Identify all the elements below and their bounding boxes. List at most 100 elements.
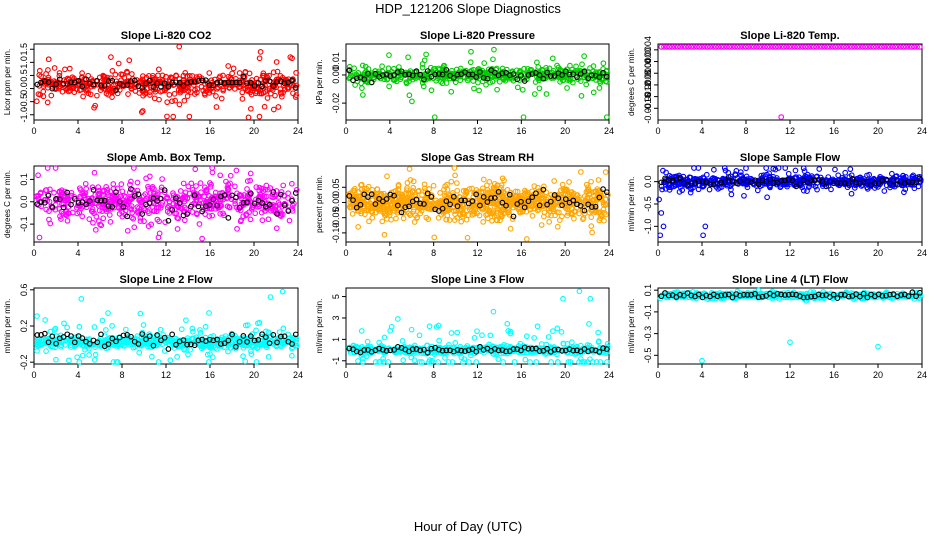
x-tick-label: 8 xyxy=(431,126,436,136)
data-point xyxy=(103,90,110,97)
data-point xyxy=(588,178,594,185)
data-point xyxy=(244,178,251,184)
y-axis-label: kPa per min. xyxy=(315,60,324,105)
data-point xyxy=(80,93,86,100)
data-point xyxy=(721,44,727,50)
data-point xyxy=(105,310,111,316)
reference-point xyxy=(41,199,48,206)
data-point xyxy=(96,187,102,194)
data-point xyxy=(867,44,874,50)
reference-point xyxy=(480,75,487,81)
y-tick-label: 0.2 xyxy=(19,320,29,333)
data-points xyxy=(346,288,611,365)
data-point xyxy=(109,94,115,100)
x-tick-label: 4 xyxy=(75,248,80,258)
reference-point xyxy=(49,85,56,92)
x-tick-label: 24 xyxy=(917,248,927,258)
data-point xyxy=(293,187,300,193)
reference-point xyxy=(387,73,394,79)
reference-point xyxy=(566,71,573,78)
data-point xyxy=(64,324,70,331)
data-point xyxy=(900,44,907,50)
data-point xyxy=(61,194,68,201)
data-point xyxy=(903,44,910,50)
reference-point xyxy=(210,82,217,89)
data-point xyxy=(396,64,402,70)
reference-point xyxy=(94,197,101,204)
reference-point xyxy=(221,80,228,86)
panel-5: Slope Gas Stream RH0 4 8 12 16 20 24-0.10-0.05… xyxy=(315,152,614,258)
outlier-point xyxy=(523,236,530,242)
x-tick-label: 20 xyxy=(249,126,259,136)
reference-point xyxy=(158,83,164,90)
x-tick-label: 16 xyxy=(829,248,839,258)
data-point xyxy=(161,189,168,196)
data-point xyxy=(76,323,83,330)
x-tick-label: 16 xyxy=(516,370,526,380)
data-point xyxy=(194,211,200,218)
data-point xyxy=(273,59,280,65)
reference-point xyxy=(394,69,401,75)
data-point xyxy=(66,65,73,72)
reference-point xyxy=(90,81,97,88)
data-point xyxy=(701,44,708,50)
data-point xyxy=(65,210,71,217)
reference-point xyxy=(71,195,78,202)
data-point xyxy=(247,189,253,196)
y-tick-label: -0.0012 xyxy=(643,81,653,112)
reference-point xyxy=(603,73,610,80)
data-point xyxy=(82,180,89,187)
data-point xyxy=(564,85,570,91)
x-tick-label: 16 xyxy=(516,248,526,258)
data-point xyxy=(209,354,216,361)
reference-point xyxy=(559,72,565,78)
reference-point xyxy=(101,197,108,204)
data-point xyxy=(486,178,493,185)
reference-point xyxy=(262,78,269,84)
data-point xyxy=(256,113,263,120)
reference-point xyxy=(38,199,44,205)
data-point xyxy=(437,189,443,196)
data-points xyxy=(33,43,300,121)
data-point xyxy=(186,113,193,120)
data-point xyxy=(551,178,558,184)
data-point xyxy=(586,321,592,327)
data-point xyxy=(566,179,572,185)
data-point xyxy=(895,44,901,50)
reference-point xyxy=(551,73,558,79)
data-point xyxy=(173,73,180,79)
panel-title: Slope Li-820 CO2 xyxy=(121,30,211,42)
reference-point xyxy=(346,67,353,74)
data-point xyxy=(35,172,41,179)
panel-title: Slope Amb. Box Temp. xyxy=(107,152,226,164)
reference-point xyxy=(83,201,89,208)
data-point xyxy=(116,210,123,217)
reference-point xyxy=(56,76,63,83)
data-point xyxy=(107,219,114,225)
data-point xyxy=(156,218,162,225)
outlier-point xyxy=(778,114,785,120)
data-point xyxy=(252,90,259,97)
data-points xyxy=(658,44,923,120)
data-point xyxy=(549,55,556,62)
data-point xyxy=(118,71,124,78)
x-tick-label: 20 xyxy=(873,126,883,136)
data-point xyxy=(117,193,124,200)
data-point xyxy=(772,44,779,50)
reference-point xyxy=(574,74,580,80)
data-point xyxy=(128,178,134,185)
data-point xyxy=(52,165,59,171)
data-point xyxy=(552,70,558,77)
data-point xyxy=(242,68,249,75)
data-point xyxy=(102,327,109,333)
data-point xyxy=(914,44,920,50)
data-point xyxy=(76,185,83,192)
data-point xyxy=(280,182,287,189)
data-point xyxy=(865,44,871,50)
reference-point xyxy=(417,71,424,78)
data-point xyxy=(504,186,511,193)
data-point xyxy=(81,190,87,196)
data-point xyxy=(201,193,208,200)
x-tick-label: 8 xyxy=(431,248,436,258)
